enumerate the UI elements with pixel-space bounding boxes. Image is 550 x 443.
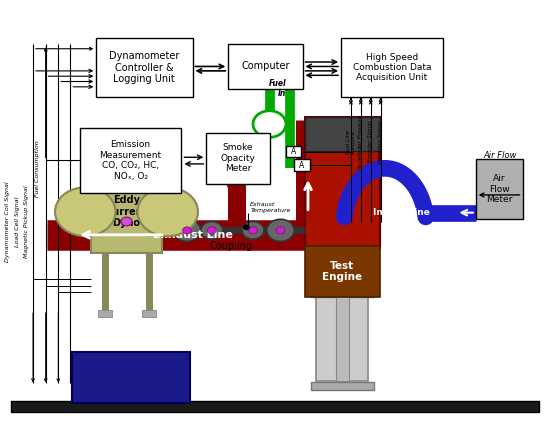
Circle shape: [244, 225, 249, 229]
FancyBboxPatch shape: [476, 159, 522, 219]
FancyBboxPatch shape: [11, 401, 539, 412]
FancyBboxPatch shape: [286, 146, 301, 157]
Text: Air Flow: Air Flow: [484, 151, 517, 159]
Text: In cylinder Pressure: In cylinder Pressure: [358, 115, 364, 169]
Text: Smoke
Opacity
Meter: Smoke Opacity Meter: [221, 144, 255, 173]
Circle shape: [276, 227, 285, 234]
FancyBboxPatch shape: [311, 382, 374, 390]
Circle shape: [183, 227, 191, 234]
Circle shape: [173, 219, 201, 241]
Text: Fuel Consumption: Fuel Consumption: [35, 140, 40, 197]
Text: Computer: Computer: [241, 62, 290, 71]
Circle shape: [242, 222, 264, 239]
Text: Intake Line: Intake Line: [373, 208, 430, 217]
Circle shape: [249, 227, 257, 234]
Circle shape: [267, 219, 294, 241]
Text: Coupling: Coupling: [210, 241, 252, 251]
FancyBboxPatch shape: [305, 117, 379, 151]
Text: A: A: [299, 160, 305, 170]
Text: Dynamometer Coil Signal: Dynamometer Coil Signal: [4, 181, 10, 262]
Text: Vibration Signal: Vibration Signal: [378, 120, 383, 163]
FancyBboxPatch shape: [228, 44, 302, 89]
Circle shape: [55, 187, 116, 236]
Circle shape: [138, 187, 198, 236]
Text: Eddy
Current
Dyno: Eddy Current Dyno: [106, 195, 147, 228]
FancyBboxPatch shape: [98, 310, 112, 317]
Circle shape: [121, 217, 132, 226]
FancyBboxPatch shape: [91, 171, 162, 253]
FancyBboxPatch shape: [72, 352, 190, 403]
FancyBboxPatch shape: [80, 128, 182, 193]
Text: Load Cell Signal: Load Cell Signal: [14, 196, 20, 247]
Text: Exhaust
Temperature: Exhaust Temperature: [250, 202, 291, 213]
FancyBboxPatch shape: [311, 289, 374, 297]
FancyBboxPatch shape: [305, 117, 379, 248]
FancyBboxPatch shape: [142, 310, 156, 317]
Circle shape: [144, 176, 164, 192]
Circle shape: [201, 222, 223, 239]
Text: High Speed
Combustion Data
Acquisition Unit: High Speed Combustion Data Acquisition U…: [353, 53, 431, 82]
Text: Exhaust Line: Exhaust Line: [152, 230, 233, 240]
FancyBboxPatch shape: [96, 38, 192, 97]
FancyBboxPatch shape: [206, 133, 270, 184]
FancyBboxPatch shape: [294, 159, 310, 171]
Text: Fuel Line
Pressure: Fuel Line Pressure: [345, 129, 356, 154]
FancyBboxPatch shape: [341, 38, 443, 97]
Text: Test
Engine: Test Engine: [322, 260, 362, 282]
Text: Encoder Signal: Encoder Signal: [368, 121, 373, 162]
Text: Air
Flow
Meter: Air Flow Meter: [486, 175, 512, 204]
Text: Dynamometer
Controller &
Logging Unit: Dynamometer Controller & Logging Unit: [109, 51, 179, 84]
Text: A: A: [291, 147, 296, 156]
FancyBboxPatch shape: [305, 246, 379, 297]
Text: Emission
Measurement
CO, CO₂, HC,
NOₓ, O₂: Emission Measurement CO, CO₂, HC, NOₓ, O…: [100, 140, 162, 181]
Circle shape: [227, 176, 246, 192]
Text: Magnetic Pickup Signal: Magnetic Pickup Signal: [24, 185, 30, 258]
FancyBboxPatch shape: [336, 292, 349, 381]
FancyBboxPatch shape: [316, 292, 369, 381]
Text: Fuel
In: Fuel In: [268, 79, 286, 98]
Circle shape: [253, 111, 286, 137]
Circle shape: [207, 227, 216, 234]
